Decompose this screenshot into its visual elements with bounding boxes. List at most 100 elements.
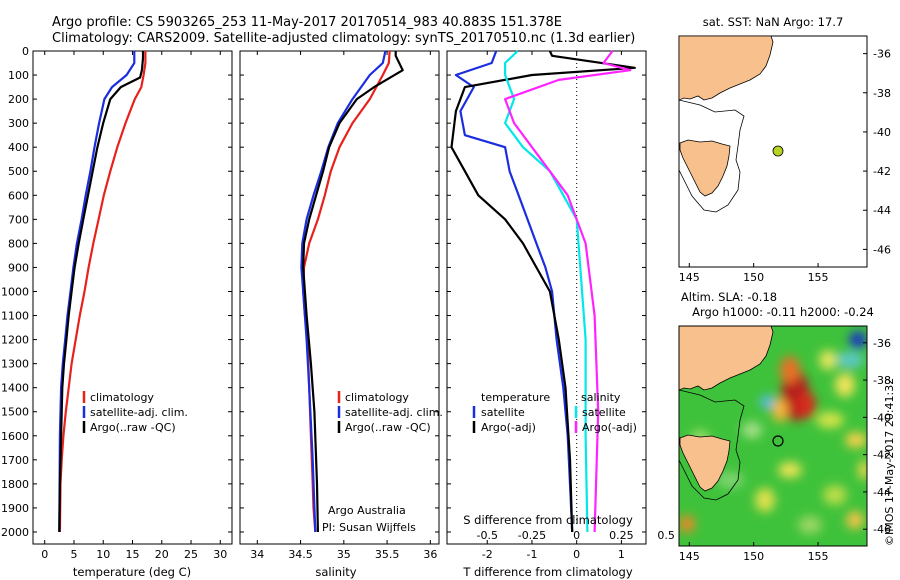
x-tick-label: 36: [423, 548, 437, 561]
legend-s-satellite: satellite: [582, 406, 626, 419]
header-title: Argo profile: CS 5903265_253 11-May-2017…: [52, 15, 562, 30]
sla-map-axes: [678, 325, 868, 547]
difference-lines: [450, 50, 636, 533]
y-tick-label: 900: [8, 261, 29, 274]
difference-legend: temperature satellite Argo(-adj) salinit…: [472, 391, 637, 434]
s-tick-label: 0: [573, 529, 580, 542]
sla-map-subtitle: Argo h1000: -0.11 h2000: -0.24: [692, 305, 874, 319]
salinity-legend: climatology satellite-adj. clim. Argo(..…: [322, 391, 443, 534]
s-tick-label: 0.25: [609, 529, 634, 542]
series-line-argo-adj-: [504, 50, 632, 533]
series-line-argo-raw-qc-: [58, 51, 145, 533]
map-x-tick-label: 150: [743, 271, 764, 284]
shelf-contour: [679, 99, 745, 213]
x-tick-label: 15: [126, 548, 140, 561]
temperature-xlabel: temperature (deg C): [73, 565, 191, 579]
y-tick-label: 1400: [1, 382, 29, 395]
x-tick-label: -2: [482, 548, 493, 561]
y-tick-label: 700: [8, 213, 29, 226]
sla-field: [679, 331, 867, 534]
y-tick-label: 200: [8, 93, 29, 106]
map-x-tick-label: 145: [679, 550, 700, 563]
difference-top-xlabel: S difference from climatology: [463, 513, 633, 527]
map-x-tick-label: 145: [679, 271, 700, 284]
map-x-tick-label: 155: [808, 550, 829, 563]
s-tick-label: -0.5: [477, 529, 498, 542]
x-tick-label: 10: [96, 548, 110, 561]
mainland-shape: [679, 36, 774, 101]
map-x-tick-label: 150: [743, 550, 764, 563]
salinity-lines: [300, 50, 404, 533]
map-y-tick-label: -40: [873, 411, 891, 424]
map-y-tick-label: -40: [873, 126, 891, 139]
series-line-satellite-adj-clim-: [300, 50, 387, 533]
legend-title-temperature: temperature: [481, 391, 550, 404]
x-tick-label: 25: [184, 548, 198, 561]
x-tick-label: 35.5: [375, 548, 400, 561]
legend-t-argo: Argo(-adj): [481, 421, 536, 434]
map-y-tick-label: -44: [873, 204, 891, 217]
map-y-tick-label: -42: [873, 449, 891, 462]
profile-location-marker: [772, 145, 784, 157]
y-tick-label: 300: [8, 117, 29, 130]
salinity-axes: [239, 50, 440, 545]
sla-map-content: [679, 326, 867, 546]
annotation-argo-australia: Argo Australia: [328, 504, 406, 517]
x-tick-label: -1: [526, 548, 537, 561]
x-tick-label: 30: [213, 548, 227, 561]
y-tick-label: 1300: [1, 358, 29, 371]
x-tick-label: 0: [573, 548, 580, 561]
series-line-climatology: [58, 51, 147, 533]
sla-shelf-contour: [679, 389, 745, 501]
legend-title-salinity: salinity: [581, 391, 621, 404]
map-y-tick-label: -36: [873, 48, 891, 61]
y-tick-label: 500: [8, 165, 29, 178]
x-tick-label: 34: [250, 548, 264, 561]
y-tick-label: 600: [8, 189, 29, 202]
sst-map-ticks: 145 150 155 -36 -38 -40 -42 -44 -46: [679, 48, 891, 284]
map-y-tick-label: -36: [873, 337, 891, 350]
sla-map-title: Altim. SLA: -0.18: [681, 290, 777, 304]
x-tick-label: 20: [155, 548, 169, 561]
x-tick-label: 34.5: [288, 548, 313, 561]
legend-argo: Argo(..raw -QC): [345, 421, 431, 434]
series-line-satellite-adj-clim-: [58, 51, 136, 533]
salinity-xlabel: salinity: [315, 565, 356, 579]
map-x-tick-label: 155: [808, 271, 829, 284]
temperature-lines: [58, 51, 147, 533]
y-tick-label: 1600: [1, 430, 29, 443]
y-tick-label: 400: [8, 141, 29, 154]
series-line-argo-raw-qc-: [302, 51, 404, 533]
difference-axes: [446, 50, 647, 545]
sst-map-title: sat. SST: NaN Argo: 17.7: [703, 15, 844, 29]
map-y-tick-label: -46: [873, 243, 891, 256]
difference-ticks: -2 -1 0 1 -0.5 -0.25 0 0.25 0.5: [447, 50, 675, 561]
map-y-tick-label: -44: [873, 486, 891, 499]
y-tick-label: 1100: [1, 310, 29, 323]
legend-argo: Argo(..raw -QC): [90, 421, 176, 434]
annotation-pi: PI: Susan Wijffels: [322, 521, 416, 534]
sla-map-ticks: 145 150 155 -36 -38 -40 -42 -44 -46: [679, 337, 891, 563]
difference-xlabel: T difference from climatology: [462, 565, 633, 579]
series-line-satellite: [504, 50, 589, 533]
y-tick-label: 800: [8, 237, 29, 250]
sla-profile-location-marker: [772, 435, 784, 447]
y-tick-label: 1800: [1, 478, 29, 491]
sla-tasmania-shape: [679, 434, 731, 492]
y-tick-label: 100: [8, 69, 29, 82]
legend-satellite: satellite-adj. clim.: [345, 406, 443, 419]
map-y-tick-label: -42: [873, 165, 891, 178]
series-line-argo-adj-: [450, 50, 636, 533]
legend-t-satellite: satellite: [481, 406, 525, 419]
s-tick-label: 0.5: [657, 529, 675, 542]
y-tick-label: 0: [22, 45, 29, 58]
legend-satellite: satellite-adj. clim.: [90, 406, 188, 419]
salinity-ticks: 34 34.5 35 35.5 36: [240, 50, 439, 561]
y-tick-label: 2000: [1, 526, 29, 539]
temperature-ticks: 0100200300400500600700800900100011001200…: [1, 45, 232, 561]
x-tick-label: 0: [41, 548, 48, 561]
x-tick-label: 5: [70, 548, 77, 561]
header-subtitle: Climatology: CARS2009. Satellite-adjuste…: [52, 31, 635, 46]
temperature-axes: [32, 50, 233, 545]
